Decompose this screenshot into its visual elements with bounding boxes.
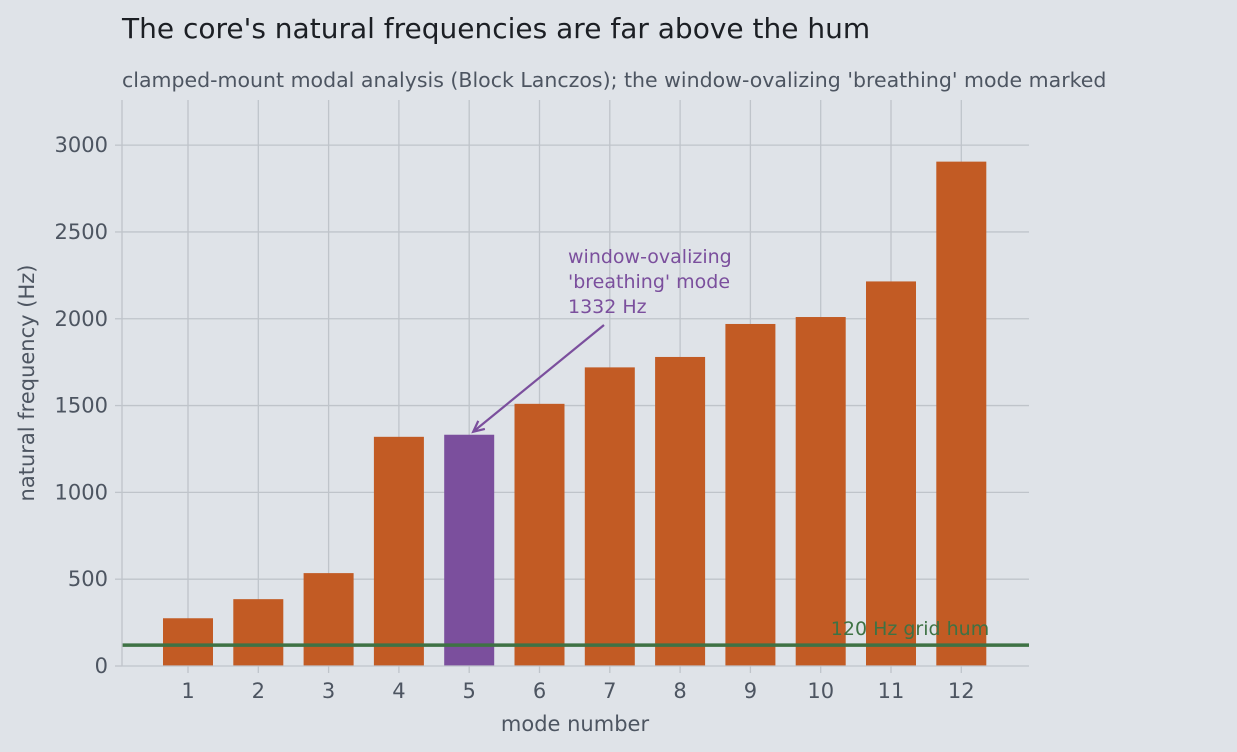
- bar: [795, 317, 846, 666]
- x-tick-label: 5: [463, 679, 476, 703]
- y-tick-label: 2000: [55, 307, 108, 331]
- x-tick-label: 4: [392, 679, 405, 703]
- x-tick-labels: 1 2 3 4 5 6 7 8 9 10 11 12: [181, 666, 975, 703]
- bar: [725, 323, 776, 666]
- x-tick-label: 6: [533, 679, 546, 703]
- x-axis-label: mode number: [501, 712, 650, 736]
- chart-subtitle: clamped-mount modal analysis (Block Lanc…: [122, 68, 1106, 92]
- x-tick-label: 7: [603, 679, 616, 703]
- bar: [936, 161, 987, 667]
- bar: [655, 356, 706, 666]
- x-tick-label: 11: [878, 679, 905, 703]
- x-tick-label: 9: [744, 679, 757, 703]
- bar: [233, 599, 284, 666]
- y-tick-label: 2500: [55, 220, 108, 244]
- bar: [866, 281, 916, 666]
- annotation-line-3: 1332 Hz: [568, 296, 647, 318]
- reference-line-group: 120 Hz grid hum: [122, 618, 1029, 647]
- breathing-mode-annotation: window-ovalizing 'breathing' mode 1332 H…: [471, 246, 732, 434]
- x-tick-label: 10: [807, 679, 834, 703]
- y-tick-label: 500: [68, 567, 108, 591]
- bar: [584, 367, 635, 666]
- annotation-line-2: 'breathing' mode: [568, 271, 730, 293]
- x-tick-label: 2: [252, 679, 265, 703]
- annotation-arrow: [472, 324, 605, 433]
- y-tick-label: 1500: [55, 394, 108, 418]
- x-tick-label: 1: [181, 679, 194, 703]
- bar: [303, 573, 354, 666]
- annotation-arrowhead: [471, 420, 486, 434]
- hum-reference-label: 120 Hz grid hum: [831, 618, 989, 640]
- axes: [121, 100, 1029, 667]
- bars: [163, 161, 987, 667]
- chart-title: The core's natural frequencies are far a…: [121, 12, 870, 45]
- annotation-line-1: window-ovalizing: [568, 246, 732, 268]
- bar: [514, 403, 565, 666]
- bar: [373, 436, 424, 666]
- y-tick-labels: 0 500 1000 1500 2000 2500 3000: [55, 133, 122, 678]
- y-tick-label: 3000: [55, 133, 108, 157]
- y-axis-label: natural frequency (Hz): [15, 265, 39, 502]
- y-tick-label: 0: [95, 654, 108, 678]
- x-tick-label: 3: [322, 679, 335, 703]
- x-tick-label: 12: [948, 679, 975, 703]
- bar: [163, 618, 213, 666]
- bar-highlighted: [444, 434, 495, 666]
- y-tick-label: 1000: [55, 480, 108, 504]
- x-tick-label: 8: [673, 679, 686, 703]
